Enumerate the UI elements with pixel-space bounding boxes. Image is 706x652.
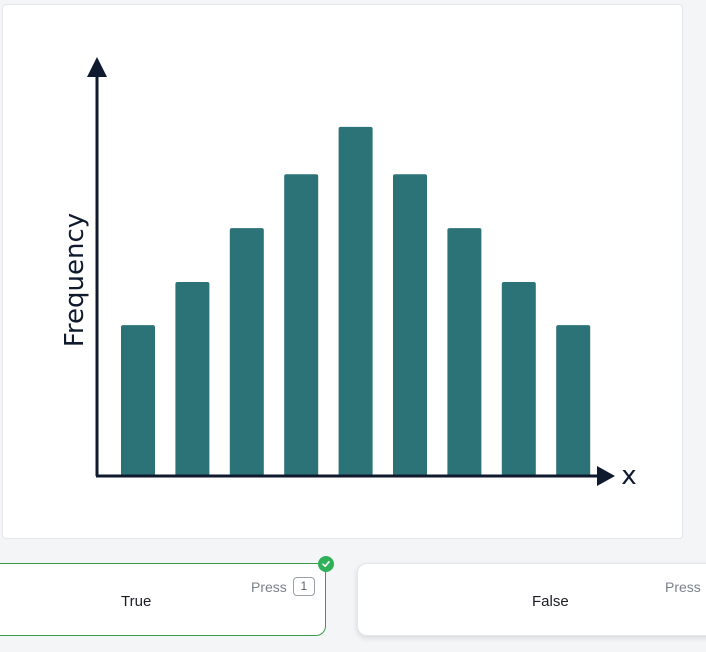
x-axis-arrow-icon xyxy=(597,466,615,486)
bar xyxy=(501,282,536,476)
chart-card: Frequency x xyxy=(2,4,683,539)
histogram-chart: Frequency x xyxy=(60,57,637,491)
bar xyxy=(229,228,264,476)
bar xyxy=(284,174,319,477)
check-icon xyxy=(318,556,334,572)
bar xyxy=(393,174,427,477)
y-axis-label: Frequency xyxy=(60,213,90,347)
bar xyxy=(338,126,373,476)
keycap-1: 1 xyxy=(292,577,315,596)
bar xyxy=(175,282,210,476)
bars-group xyxy=(121,126,591,477)
press-hint: Press 1 xyxy=(251,577,315,596)
press-label: Press xyxy=(251,578,287,595)
answer-true-button[interactable]: Press 1 True xyxy=(0,563,326,636)
bar xyxy=(121,325,155,476)
y-axis-arrow-icon xyxy=(87,57,107,77)
bar xyxy=(556,325,591,476)
answer-false-label: False xyxy=(532,593,569,610)
answer-true-label: True xyxy=(121,593,152,610)
x-axis-label: x xyxy=(621,461,636,491)
bar xyxy=(447,228,482,476)
press-hint: Press 2 xyxy=(665,577,706,596)
answer-false-button[interactable]: Press 2 False xyxy=(357,563,706,636)
press-label: Press xyxy=(665,578,701,595)
